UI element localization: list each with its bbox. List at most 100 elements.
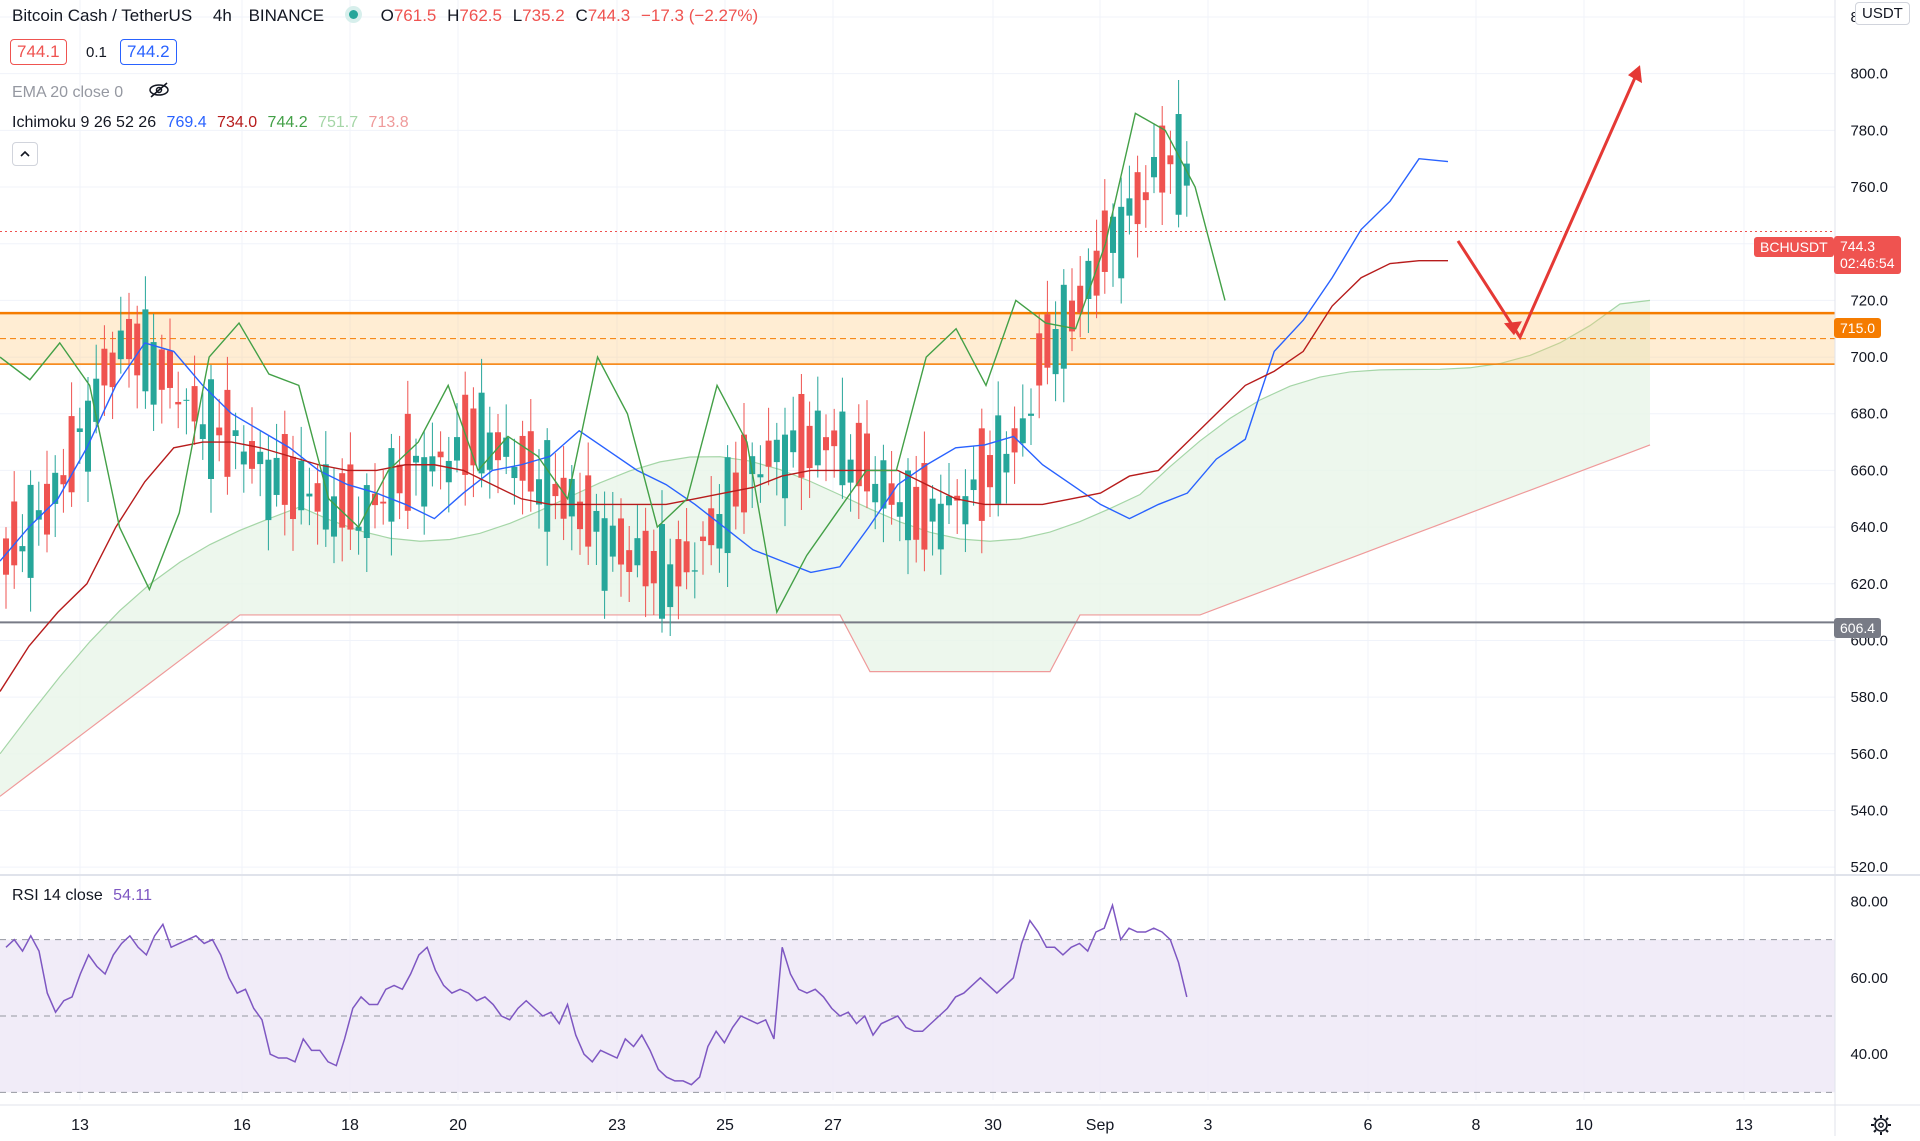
rsi-legend[interactable]: RSI 14 close 54.11 xyxy=(12,887,158,905)
candle-body xyxy=(798,393,805,478)
time-tick-label: 20 xyxy=(449,1117,467,1134)
candle-body xyxy=(1167,155,1174,165)
interval-label[interactable]: 4h xyxy=(212,6,232,25)
ichimoku-span-b xyxy=(0,444,1651,797)
candle-body xyxy=(306,493,313,497)
ichimoku-tenkan-value: 769.4 xyxy=(166,114,207,131)
candle-body xyxy=(757,474,764,478)
candle-body xyxy=(117,330,124,360)
candle-body xyxy=(396,464,403,494)
rsi-tick-label: 80.00 xyxy=(1850,893,1888,910)
candle-body xyxy=(855,422,862,487)
low-value: 735.2 xyxy=(522,6,565,25)
ichimoku-spana-value: 751.7 xyxy=(318,114,359,131)
candle-body xyxy=(601,518,608,591)
buy-price-button[interactable]: 744.2 xyxy=(120,39,177,65)
high-value: 762.5 xyxy=(459,6,502,25)
candle-body xyxy=(167,350,173,388)
market-status-dot xyxy=(348,10,358,19)
rsi-line xyxy=(5,902,1188,1086)
candle-body xyxy=(134,323,141,376)
spread-value: 0.1 xyxy=(86,44,107,61)
candle-body xyxy=(52,472,59,504)
candle-body xyxy=(35,510,42,520)
eye-off-icon[interactable] xyxy=(148,82,170,103)
time-tick-label: 13 xyxy=(71,1117,89,1134)
candle-body xyxy=(1110,216,1116,253)
ichimoku-legend[interactable]: Ichimoku 9 26 52 26 769.4 734.0 744.2 75… xyxy=(12,114,415,132)
candle-body xyxy=(413,455,419,463)
candle-body xyxy=(995,415,1002,504)
candle-body xyxy=(896,502,903,517)
support-price-tag: 606.4 xyxy=(1834,618,1882,638)
candle-body xyxy=(544,440,551,532)
candle-body xyxy=(322,464,329,530)
candle-body xyxy=(1069,300,1075,332)
candle-body xyxy=(445,460,452,483)
candle-body xyxy=(937,503,944,550)
candle-body xyxy=(1183,163,1190,186)
time-tick-label: Sep xyxy=(1086,1117,1115,1134)
candle-body xyxy=(224,389,231,477)
candle-body xyxy=(208,379,214,479)
ichimoku-span-a xyxy=(0,299,1651,755)
candle-body xyxy=(503,437,510,457)
ichimoku-kijun-line xyxy=(0,260,1448,692)
candle-body xyxy=(1093,250,1100,296)
candle-body xyxy=(1003,453,1010,473)
candle-body xyxy=(281,434,288,505)
time-tick-label: 23 xyxy=(608,1117,626,1134)
candle-body xyxy=(823,437,829,451)
candle-body xyxy=(380,501,387,504)
time-tick-label: 8 xyxy=(1472,1117,1481,1134)
candle-body xyxy=(265,459,272,521)
candle-body xyxy=(85,400,91,472)
candle-body xyxy=(626,550,633,572)
candle-body xyxy=(1151,156,1157,178)
symbol-title[interactable]: Bitcoin Cash / TetherUS xyxy=(12,6,193,25)
sell-price-button[interactable]: 744.1 xyxy=(10,39,67,65)
ichimoku-tenkan-line xyxy=(0,157,1449,574)
candle-body xyxy=(240,451,247,465)
candle-body xyxy=(1175,114,1182,215)
candle-body xyxy=(1134,172,1141,225)
candle-body xyxy=(19,546,26,552)
candle-body xyxy=(429,456,436,472)
candle-body xyxy=(568,478,575,517)
candle-body xyxy=(437,451,444,458)
candle-body xyxy=(708,508,715,546)
currency-button[interactable]: USDT xyxy=(1855,2,1910,25)
candle-body xyxy=(1028,413,1034,416)
candle-body xyxy=(126,318,132,360)
candle-body xyxy=(585,475,592,547)
candle-body xyxy=(101,348,108,386)
ema-legend[interactable]: EMA 20 close 0 xyxy=(12,82,176,103)
time-tick-label: 25 xyxy=(716,1117,734,1134)
close-value: 744.3 xyxy=(587,6,631,25)
candle-body xyxy=(552,483,559,497)
candle-body xyxy=(536,479,542,505)
candle-body xyxy=(158,349,165,390)
arrow-head-up xyxy=(1628,65,1642,84)
time-tick-label: 27 xyxy=(824,1117,842,1134)
candle-body xyxy=(675,539,682,587)
candle-body xyxy=(347,464,354,530)
price-tick-label: 720.0 xyxy=(1850,292,1888,309)
candle-body xyxy=(609,525,616,557)
candle-body xyxy=(11,501,18,566)
candle-body xyxy=(806,425,813,469)
price-tick-label: 700.0 xyxy=(1850,349,1888,366)
collapse-legend-button[interactable] xyxy=(12,142,38,166)
time-tick-label: 18 xyxy=(341,1117,359,1134)
candle-body xyxy=(642,530,649,587)
price-tick-label: 800.0 xyxy=(1850,66,1888,83)
candle-body xyxy=(765,440,772,467)
candle-body xyxy=(618,518,624,565)
open-label: O xyxy=(380,6,394,25)
candle-body xyxy=(199,424,206,439)
symbol-price-tag: BCHUSDT xyxy=(1754,237,1834,257)
candle-body xyxy=(659,524,665,619)
settings-gear-icon[interactable] xyxy=(1870,1114,1892,1141)
ichimoku-kijun-value: 734.0 xyxy=(217,114,258,131)
